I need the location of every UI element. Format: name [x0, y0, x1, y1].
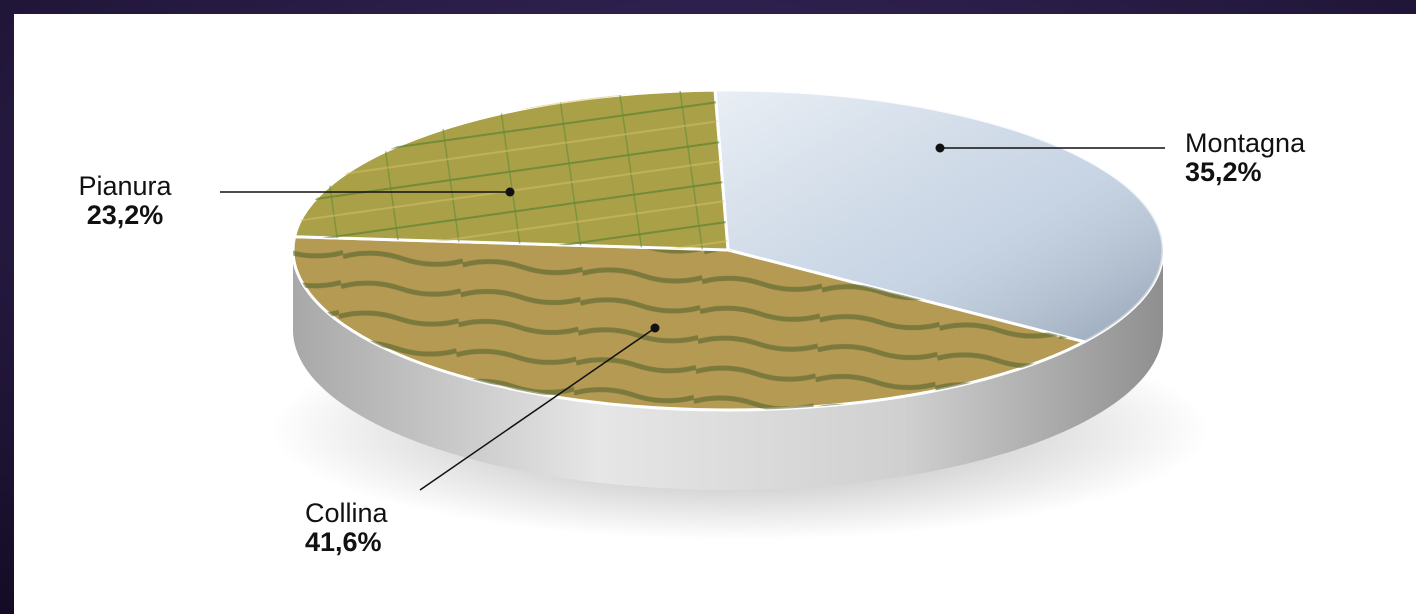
leader-line	[419, 327, 656, 491]
pie-side	[293, 250, 1163, 490]
slice-value: 23,2%	[87, 200, 164, 230]
slice-value: 41,6%	[305, 527, 382, 557]
pie	[291, 88, 1165, 490]
slice-texture	[714, 89, 1164, 342]
slice-texture	[294, 90, 728, 250]
leader-dot	[650, 323, 660, 333]
slice-label: Collina	[305, 498, 389, 528]
leader-dot	[935, 143, 945, 153]
slice-label: Pianura	[78, 171, 172, 201]
slice-texture	[292, 236, 1085, 411]
slice-value: 35,2%	[1185, 157, 1262, 187]
leader-dot	[505, 187, 515, 197]
slice-label: Montagna	[1185, 128, 1306, 158]
